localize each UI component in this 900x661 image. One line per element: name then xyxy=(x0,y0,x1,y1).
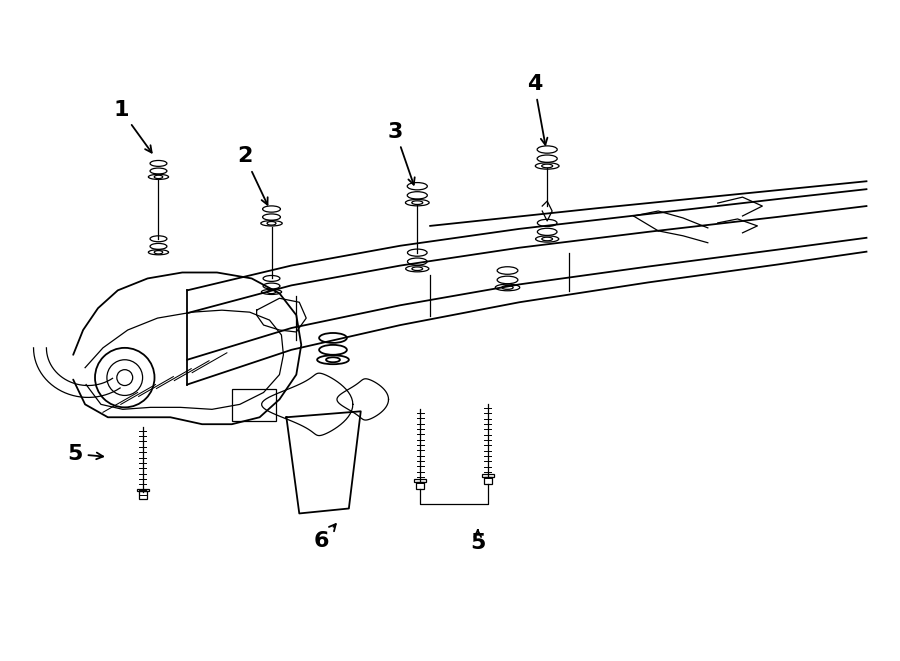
Text: 6: 6 xyxy=(313,524,336,551)
Text: 4: 4 xyxy=(526,74,547,145)
Bar xyxy=(137,488,148,491)
Text: 3: 3 xyxy=(388,122,415,184)
Text: 1: 1 xyxy=(113,100,152,153)
Bar xyxy=(482,474,494,477)
Text: 5: 5 xyxy=(68,444,104,464)
Bar xyxy=(414,479,427,481)
Bar xyxy=(416,481,424,488)
Text: 5: 5 xyxy=(470,530,485,553)
Bar xyxy=(483,477,491,484)
Bar xyxy=(232,389,276,421)
Bar xyxy=(139,491,147,498)
Text: 2: 2 xyxy=(237,147,267,205)
